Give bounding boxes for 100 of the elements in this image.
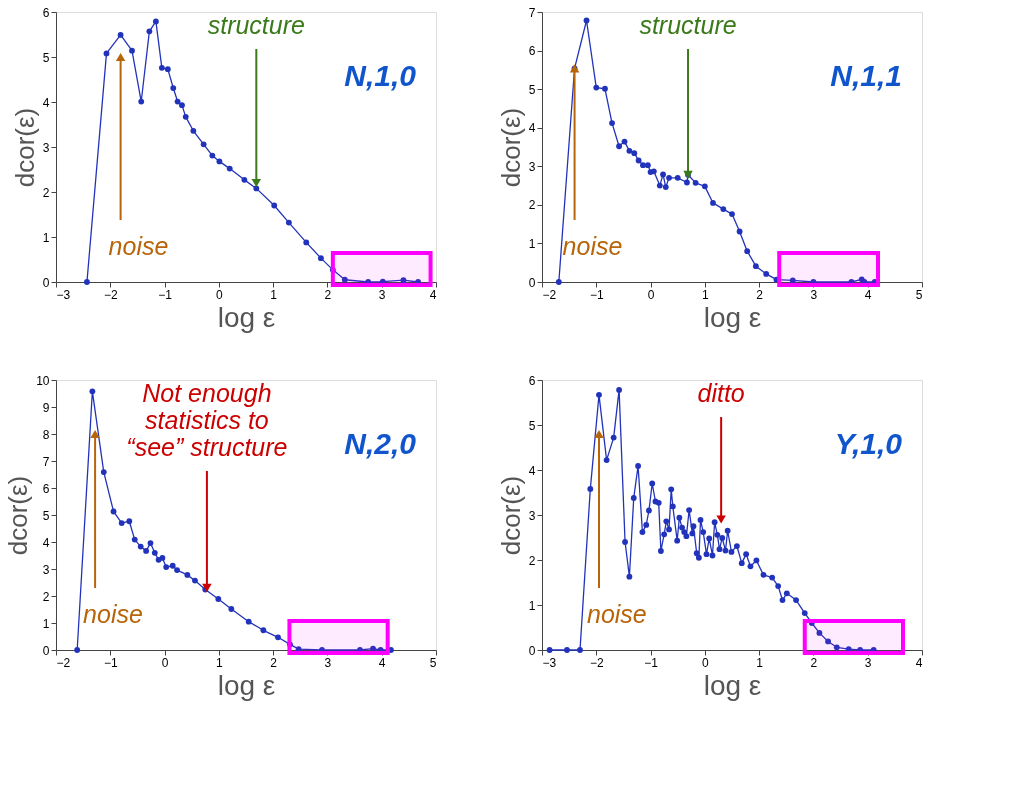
x-tick-label: 1 bbox=[702, 287, 710, 302]
point bbox=[192, 577, 198, 584]
point bbox=[674, 174, 681, 181]
y-tick-label: 0 bbox=[42, 275, 50, 290]
y-tick-label: 3 bbox=[42, 140, 50, 155]
point bbox=[152, 18, 159, 25]
x-tick-label: 0 bbox=[161, 655, 169, 670]
x-tick-label: −1 bbox=[158, 287, 173, 302]
annotation: ditto bbox=[697, 379, 745, 407]
point bbox=[245, 618, 252, 625]
x-axis-title: log ε bbox=[217, 669, 276, 701]
x-tick-label: 5 bbox=[429, 655, 437, 670]
y-tick-label: 0 bbox=[528, 643, 536, 658]
point bbox=[318, 255, 324, 262]
x-axis-title: log ε bbox=[703, 669, 762, 701]
annotation: noise bbox=[83, 600, 143, 628]
annotation: noise bbox=[587, 600, 647, 628]
y-tick-label: 2 bbox=[528, 198, 536, 213]
x-tick-label: 4 bbox=[864, 287, 872, 302]
point bbox=[163, 564, 170, 571]
x-tick-label: 0 bbox=[216, 287, 224, 302]
point bbox=[147, 540, 154, 546]
y-tick-label: 0 bbox=[528, 275, 536, 290]
point bbox=[184, 572, 191, 578]
point bbox=[640, 162, 646, 169]
point bbox=[656, 182, 663, 189]
y-tick-label: 4 bbox=[528, 463, 536, 478]
point bbox=[126, 518, 133, 525]
y-tick-label: 6 bbox=[528, 373, 536, 388]
point bbox=[138, 98, 145, 105]
x-tick-label: −1 bbox=[644, 655, 659, 670]
point bbox=[644, 162, 651, 169]
point bbox=[341, 276, 348, 283]
point bbox=[226, 165, 233, 172]
point bbox=[789, 277, 796, 284]
point bbox=[169, 562, 176, 569]
y-tick-label: 6 bbox=[528, 44, 536, 59]
point bbox=[303, 239, 310, 246]
x-tick-label: 4 bbox=[915, 655, 923, 670]
point bbox=[609, 120, 615, 126]
y-tick-label: 6 bbox=[42, 5, 50, 20]
point bbox=[190, 127, 197, 134]
point bbox=[752, 263, 759, 270]
y-tick-label: 1 bbox=[528, 236, 536, 251]
x-axis-title: log ε bbox=[703, 301, 762, 333]
y-tick-label: 6 bbox=[42, 481, 50, 496]
annotation: Y,1,0 bbox=[834, 427, 903, 460]
x-tick-label: −3 bbox=[56, 287, 71, 302]
y-tick-label: 3 bbox=[42, 562, 50, 577]
point bbox=[182, 113, 189, 120]
y-tick-label: 7 bbox=[42, 454, 50, 469]
point bbox=[285, 219, 292, 226]
point bbox=[275, 634, 281, 641]
y-tick-label: 1 bbox=[42, 230, 50, 245]
point bbox=[720, 206, 727, 213]
x-tick-label: 2 bbox=[810, 655, 818, 670]
point bbox=[271, 202, 278, 209]
x-tick-label: 4 bbox=[429, 287, 437, 302]
y-tick-label: 2 bbox=[42, 185, 50, 200]
annotation: noise bbox=[562, 232, 623, 260]
point bbox=[621, 138, 628, 145]
y-tick-label: 9 bbox=[42, 400, 50, 415]
point bbox=[329, 266, 336, 273]
x-tick-label: 3 bbox=[324, 655, 332, 670]
y-tick-label: 3 bbox=[528, 508, 536, 523]
x-tick-label: −1 bbox=[103, 655, 118, 670]
x-tick-label: 2 bbox=[756, 287, 764, 302]
point bbox=[555, 279, 562, 285]
x-tick-label: 4 bbox=[378, 655, 386, 670]
x-tick-label: −2 bbox=[56, 655, 71, 670]
point bbox=[151, 549, 158, 556]
point bbox=[159, 555, 166, 561]
x-tick-label: 2 bbox=[270, 655, 278, 670]
point bbox=[241, 176, 248, 183]
y-tick-label: 8 bbox=[42, 427, 50, 442]
x-tick-label: −1 bbox=[589, 287, 604, 302]
x-tick-label: 3 bbox=[378, 287, 386, 302]
point bbox=[260, 627, 267, 634]
y-axis-title: dcor(ε) bbox=[495, 107, 526, 188]
x-tick-label: 3 bbox=[864, 655, 872, 670]
point bbox=[228, 606, 235, 612]
point bbox=[287, 641, 293, 648]
point bbox=[174, 567, 180, 573]
x-tick-label: 1 bbox=[756, 655, 764, 670]
point bbox=[170, 85, 177, 91]
point bbox=[89, 388, 96, 395]
y-axis-title: dcor(ε) bbox=[495, 475, 526, 556]
point bbox=[200, 141, 207, 148]
point bbox=[736, 228, 743, 235]
point bbox=[763, 270, 770, 277]
point bbox=[131, 536, 138, 543]
point bbox=[146, 28, 153, 35]
annotation: structure bbox=[639, 11, 737, 39]
point bbox=[215, 596, 222, 602]
annotation: N,2,0 bbox=[344, 427, 417, 460]
point bbox=[684, 179, 690, 186]
point bbox=[137, 543, 144, 550]
x-tick-label: 1 bbox=[270, 287, 278, 302]
point bbox=[118, 520, 125, 527]
point bbox=[616, 143, 622, 150]
